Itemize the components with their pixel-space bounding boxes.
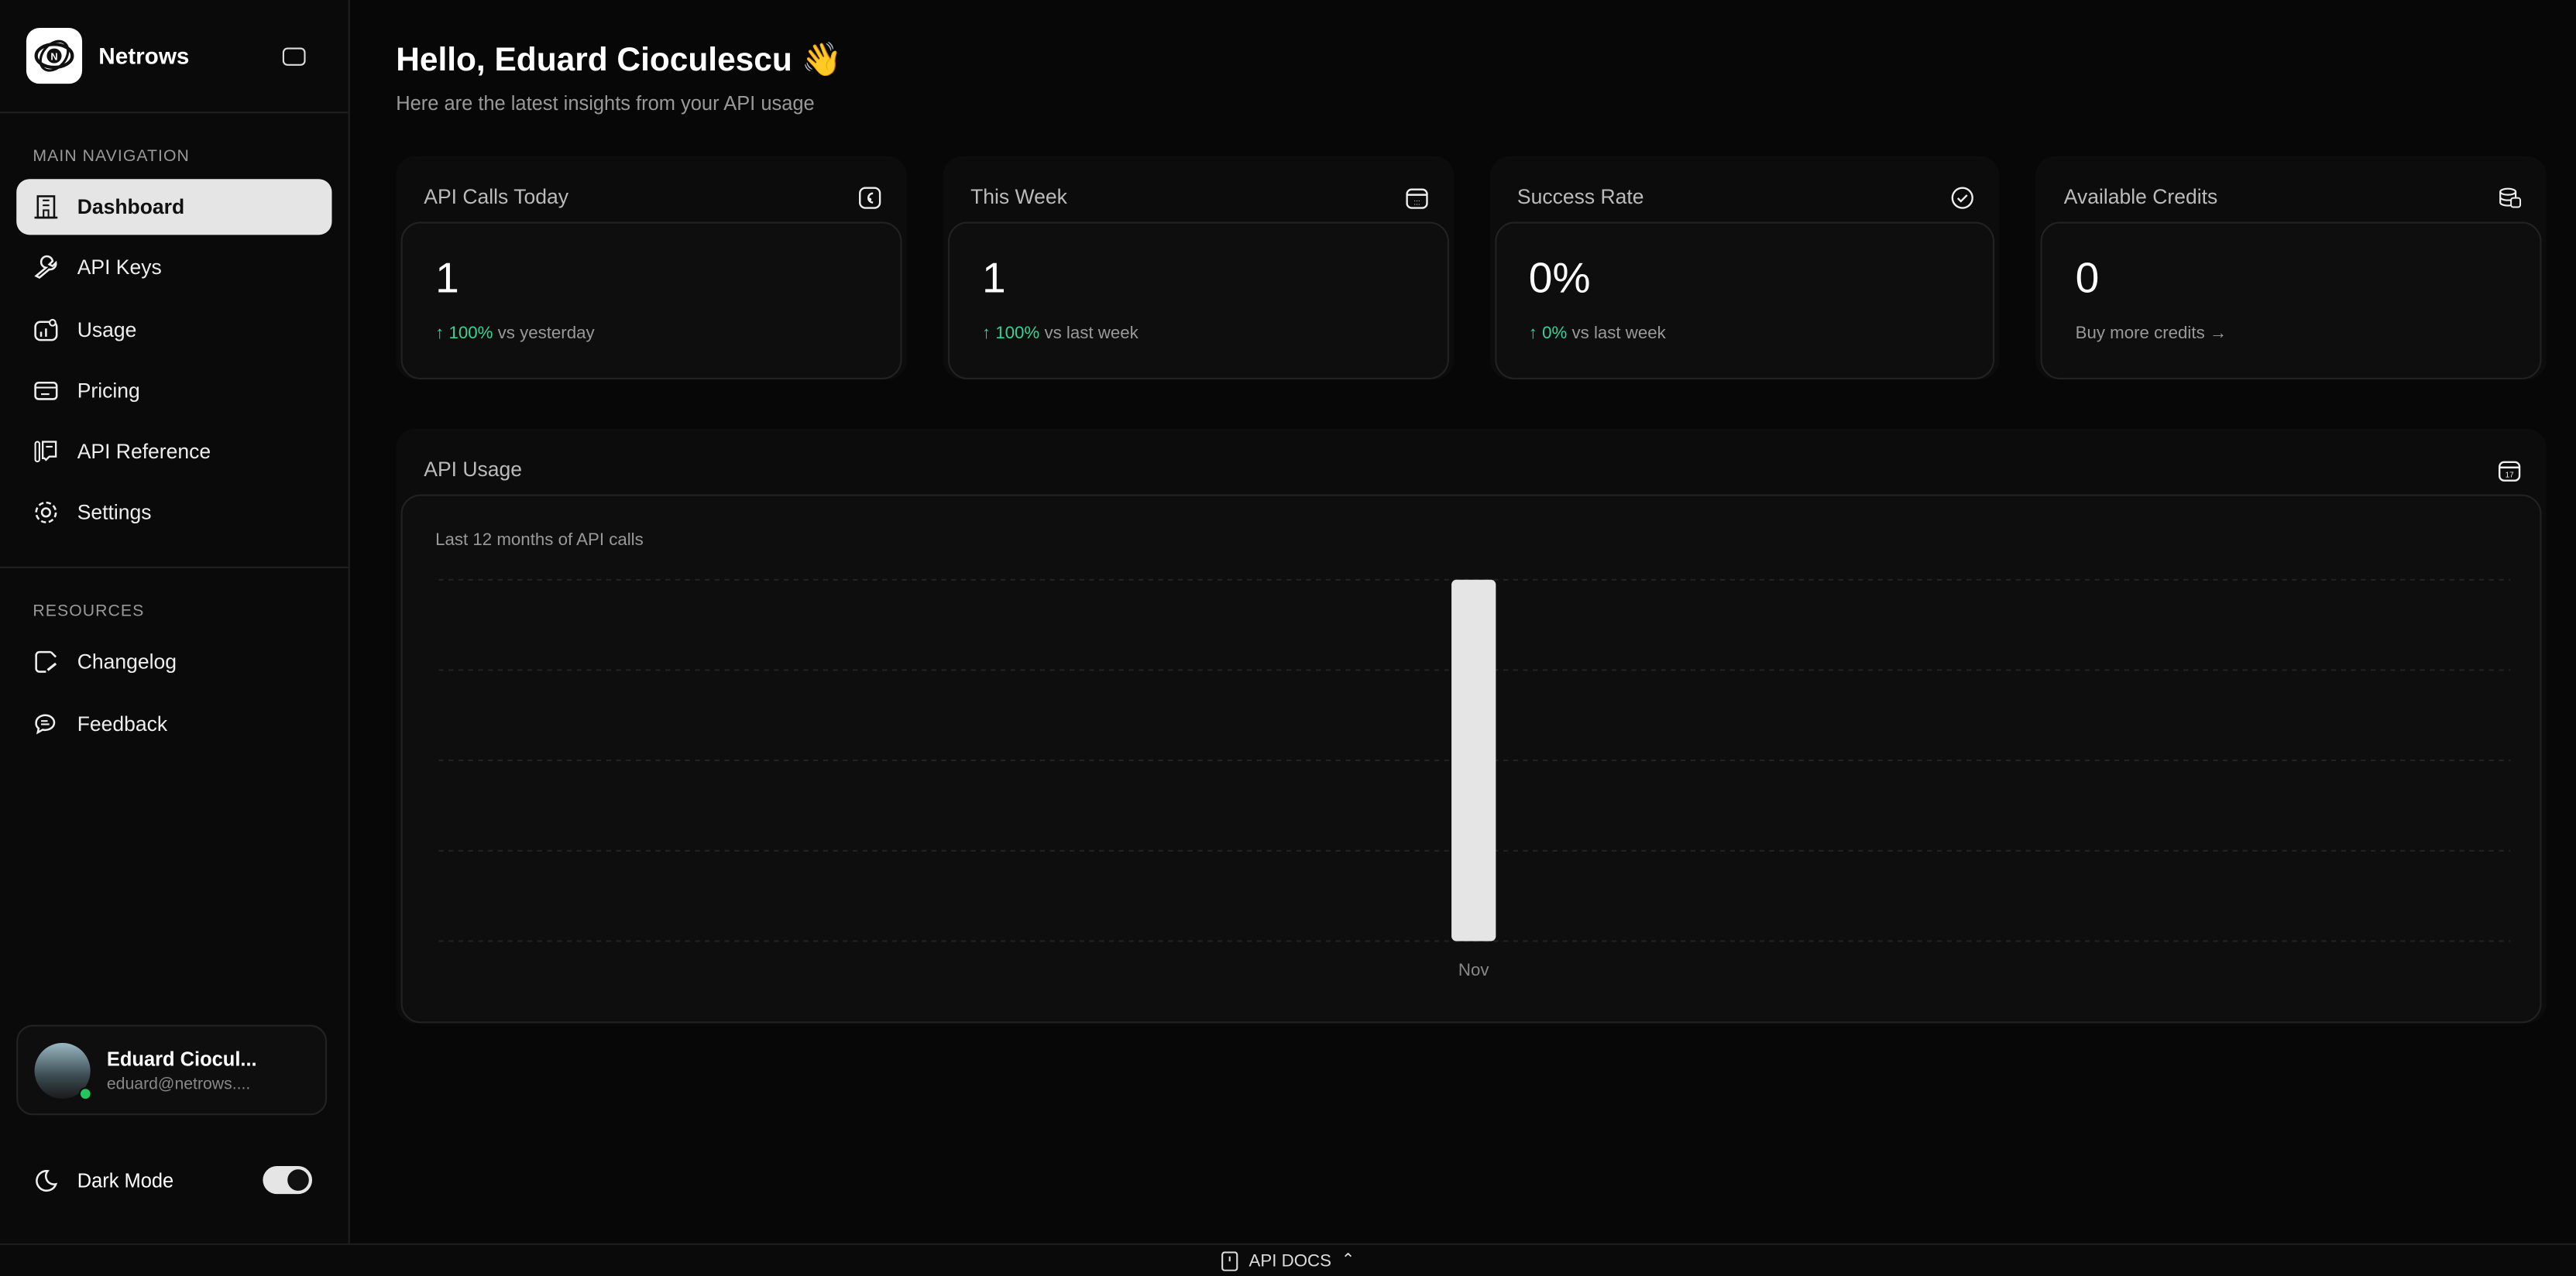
usage-bar-chart: Nov bbox=[438, 578, 2511, 979]
sidebar-item-label: Usage bbox=[77, 317, 137, 341]
brand: N Netrows bbox=[0, 0, 349, 114]
sidebar-item-label: Settings bbox=[77, 501, 152, 525]
user-card[interactable]: Eduard Ciocul... eduard@netrows.... bbox=[16, 1024, 328, 1116]
sidebar-item-dashboard[interactable]: Dashboard bbox=[16, 179, 332, 235]
stat-delta: ↑ 0% bbox=[1528, 323, 1568, 344]
gauge-icon bbox=[858, 186, 881, 208]
resources-label: RESOURCES bbox=[33, 603, 145, 622]
stat-card-success-rate: Success Rate 0% ↑ 0% vs last week bbox=[1489, 156, 2001, 379]
avatar bbox=[34, 1041, 92, 1100]
stat-comparison: vs yesterday bbox=[493, 323, 595, 344]
sidebar-item-usage[interactable]: Usage bbox=[16, 301, 331, 357]
chart-icon bbox=[34, 318, 58, 341]
gear-icon bbox=[35, 502, 57, 524]
calendar-icon[interactable]: 17 bbox=[2497, 458, 2522, 482]
sidebar: N Netrows MAIN NAVIGATION Dashboard API K… bbox=[0, 0, 350, 1243]
calendar-icon: ::: bbox=[1405, 187, 1427, 208]
sidebar-item-label: Changelog bbox=[77, 651, 177, 674]
api-usage-title: API Usage bbox=[424, 458, 523, 482]
api-docs-label: API DOCS bbox=[1249, 1250, 1332, 1271]
stat-delta: ↑ 100% bbox=[981, 323, 1040, 344]
check-circle-icon bbox=[1952, 186, 1974, 208]
stat-value: 0% bbox=[1528, 252, 1591, 303]
divider bbox=[0, 567, 349, 569]
sidebar-item-pricing[interactable]: Pricing bbox=[16, 363, 331, 419]
sidebar-item-changelog[interactable]: Changelog bbox=[16, 635, 331, 691]
x-tick-label: Nov bbox=[1458, 960, 1489, 979]
user-email: eduard@netrows.... bbox=[106, 1075, 251, 1093]
main-nav-label: MAIN NAVIGATION bbox=[33, 147, 190, 166]
stat-title: Success Rate bbox=[1516, 185, 1644, 209]
stat-comparison: vs last week bbox=[1567, 323, 1666, 344]
sidebar-item-api-keys[interactable]: API Keys bbox=[16, 240, 331, 296]
sidebar-item-api-reference[interactable]: API Reference bbox=[16, 424, 331, 480]
stat-card-available-credits: Available Credits 0 Buy more credits → bbox=[2035, 156, 2547, 379]
sidebar-item-feedback[interactable]: Feedback bbox=[16, 696, 331, 752]
bar-nov[interactable] bbox=[1451, 579, 1496, 942]
stat-title: This Week bbox=[970, 185, 1067, 209]
sidebar-item-label: API Keys bbox=[77, 256, 162, 280]
stat-value: 1 bbox=[435, 252, 459, 303]
page-subtitle: Here are the latest insights from your A… bbox=[396, 91, 815, 115]
sidebar-toggle-icon[interactable] bbox=[282, 46, 306, 65]
api-docs-bar[interactable]: API DOCS ⌃ bbox=[0, 1243, 2576, 1276]
coins-icon bbox=[2499, 187, 2522, 208]
netrows-logo[interactable]: N bbox=[26, 28, 83, 84]
book-icon bbox=[1221, 1250, 1238, 1271]
svg-text:17: 17 bbox=[2506, 471, 2515, 479]
stat-title: API Calls Today bbox=[424, 185, 568, 209]
wrench-icon bbox=[34, 256, 57, 280]
card-icon bbox=[34, 381, 58, 400]
stat-card-this-week: This Week::: 1↑ 100% vs last week bbox=[943, 156, 1454, 379]
stat-value: 0 bbox=[2075, 252, 2100, 303]
moon-icon bbox=[36, 1169, 58, 1191]
chevron-up-icon: ⌃ bbox=[1341, 1251, 1355, 1270]
page-title: Hello, Eduard Cioculescu 👋 bbox=[396, 43, 843, 79]
dark-mode-label: Dark Mode bbox=[77, 1168, 174, 1192]
user-name: Eduard Ciocul... bbox=[106, 1047, 257, 1070]
reference-icon bbox=[34, 441, 57, 463]
stat-comparison: vs last week bbox=[1039, 323, 1139, 344]
chart-area: Last 12 months of API calls Nov bbox=[400, 494, 2542, 1024]
note-edit-icon bbox=[35, 651, 57, 674]
svg-text:N: N bbox=[50, 50, 57, 62]
sidebar-item-label: API Reference bbox=[77, 440, 211, 464]
chart-subtitle: Last 12 months of API calls bbox=[435, 530, 644, 551]
stat-value: 1 bbox=[981, 252, 1006, 303]
sidebar-item-label: Pricing bbox=[77, 379, 140, 403]
building-icon bbox=[34, 195, 58, 219]
stat-delta: ↑ 100% bbox=[435, 323, 493, 344]
stat-comparison[interactable]: Buy more credits → bbox=[2075, 323, 2227, 344]
sidebar-item-settings[interactable]: Settings bbox=[16, 485, 331, 541]
stat-title: Available Credits bbox=[2063, 185, 2218, 209]
online-status-dot bbox=[78, 1086, 92, 1100]
chat-icon bbox=[35, 714, 56, 735]
dark-mode-row: Dark Mode bbox=[33, 1166, 313, 1195]
main-content: Hello, Eduard Cioculescu 👋 Here are the … bbox=[396, 0, 2547, 1024]
api-usage-panel: API Usage 17 Last 12 months of API calls… bbox=[396, 428, 2547, 1024]
sidebar-item-label: Dashboard bbox=[77, 195, 185, 219]
brand-name: Netrows bbox=[98, 43, 190, 70]
dark-mode-toggle[interactable] bbox=[263, 1166, 313, 1195]
svg-text::::: ::: bbox=[1413, 197, 1419, 206]
sidebar-item-label: Feedback bbox=[77, 712, 168, 736]
stat-card-api-calls-today: API Calls Today 1 ↑ 100% vs yesterday bbox=[396, 156, 907, 379]
